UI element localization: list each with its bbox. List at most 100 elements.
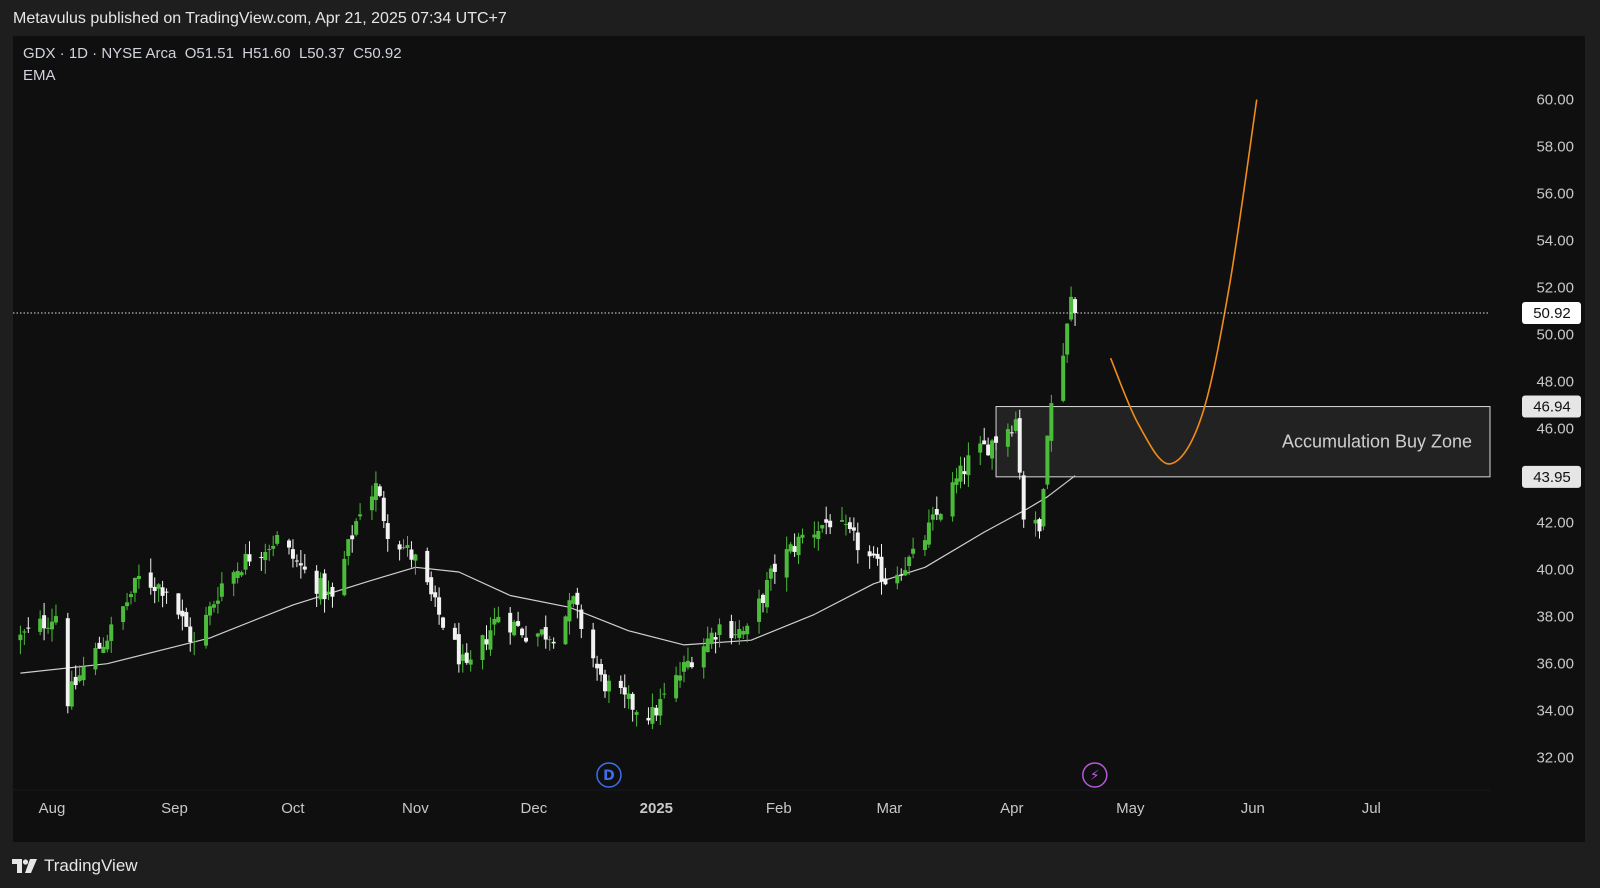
candle[interactable] xyxy=(287,538,291,555)
candle[interactable] xyxy=(243,543,248,575)
candle[interactable] xyxy=(966,442,971,488)
candle[interactable] xyxy=(204,606,209,649)
earnings-marker[interactable]: ⚡ xyxy=(1082,762,1108,788)
candle[interactable] xyxy=(409,541,414,568)
candle[interactable] xyxy=(784,536,789,592)
candle[interactable] xyxy=(263,543,268,574)
candle[interactable] xyxy=(539,629,544,637)
candle[interactable] xyxy=(903,557,908,577)
candle[interactable] xyxy=(745,623,750,643)
candle[interactable] xyxy=(990,438,995,470)
candle[interactable] xyxy=(46,617,51,634)
candle[interactable] xyxy=(812,521,817,548)
candle[interactable] xyxy=(121,605,126,630)
candle[interactable] xyxy=(978,436,983,466)
candle[interactable] xyxy=(484,625,489,651)
candle[interactable] xyxy=(105,634,110,653)
candle[interactable] xyxy=(38,610,43,636)
candle[interactable] xyxy=(986,437,991,456)
candle[interactable] xyxy=(231,570,236,597)
candle[interactable] xyxy=(239,570,244,578)
candle[interactable] xyxy=(962,457,967,485)
candle[interactable] xyxy=(741,626,746,639)
candle[interactable] xyxy=(654,704,659,721)
candle[interactable] xyxy=(488,617,493,656)
dividend-marker[interactable]: D xyxy=(596,762,622,788)
indicator-legend-ema[interactable]: EMA xyxy=(23,67,56,84)
candle[interactable] xyxy=(685,647,690,670)
candle[interactable] xyxy=(109,616,114,653)
y-axis[interactable]: 32.0034.0036.0038.0040.0042.0044.0046.00… xyxy=(1522,92,1581,767)
candle[interactable] xyxy=(235,562,240,584)
candle[interactable] xyxy=(26,617,31,634)
event-markers[interactable]: D ⚡ xyxy=(596,762,1108,788)
candle[interactable] xyxy=(567,592,572,635)
candle[interactable] xyxy=(994,434,999,451)
candle[interactable] xyxy=(954,467,959,494)
candle[interactable] xyxy=(452,623,457,640)
candle[interactable] xyxy=(622,674,627,709)
candle[interactable] xyxy=(330,582,335,608)
candle[interactable] xyxy=(152,577,157,604)
candle[interactable] xyxy=(50,608,54,642)
candle[interactable] xyxy=(571,595,576,608)
candle[interactable] xyxy=(342,550,347,597)
candle[interactable] xyxy=(188,617,193,652)
candle[interactable] xyxy=(69,670,74,710)
candle[interactable] xyxy=(938,512,943,522)
candle[interactable] xyxy=(792,533,797,557)
candle[interactable] xyxy=(650,693,655,730)
candle[interactable] xyxy=(879,543,884,595)
candle[interactable] xyxy=(911,537,916,559)
candle[interactable] xyxy=(508,607,513,645)
candle[interactable] xyxy=(840,507,844,522)
candle[interactable] xyxy=(215,586,220,614)
candle[interactable] xyxy=(800,528,805,544)
candle[interactable] xyxy=(575,587,580,619)
candle[interactable] xyxy=(958,456,963,489)
candle[interactable] xyxy=(1037,517,1042,539)
candle[interactable] xyxy=(275,531,280,546)
candle[interactable] xyxy=(772,554,777,584)
candle[interactable] xyxy=(1065,323,1070,363)
candle[interactable] xyxy=(468,650,473,672)
candle[interactable] xyxy=(441,616,446,631)
candle[interactable] xyxy=(516,611,521,627)
candle[interactable] xyxy=(855,522,860,564)
candle[interactable] xyxy=(737,620,742,645)
candle[interactable] xyxy=(646,707,651,725)
candle[interactable] xyxy=(429,571,434,601)
candle[interactable] xyxy=(1013,411,1018,434)
candle[interactable] xyxy=(492,607,497,636)
candle[interactable] xyxy=(77,665,82,683)
candle[interactable] xyxy=(595,655,600,681)
candle[interactable] xyxy=(883,567,888,586)
candle[interactable] xyxy=(129,591,133,605)
candle[interactable] xyxy=(689,656,694,669)
candle[interactable] xyxy=(354,518,359,537)
candle[interactable] xyxy=(563,615,568,645)
candle[interactable] xyxy=(433,585,438,608)
candle[interactable] xyxy=(318,572,323,605)
candle[interactable] xyxy=(950,472,955,522)
candle[interactable] xyxy=(674,666,679,702)
candle[interactable] xyxy=(314,565,319,608)
candle[interactable] xyxy=(733,621,738,640)
candle[interactable] xyxy=(369,485,374,521)
candle[interactable] xyxy=(480,634,485,670)
candle[interactable] xyxy=(543,615,548,649)
candle[interactable] xyxy=(926,509,931,548)
candle[interactable] xyxy=(682,655,686,683)
candle[interactable] xyxy=(867,545,872,569)
candle[interactable] xyxy=(358,503,363,521)
candle[interactable] xyxy=(1033,511,1038,537)
candle[interactable] xyxy=(211,600,216,613)
candle[interactable] xyxy=(934,496,939,521)
candle[interactable] xyxy=(1069,286,1074,322)
candle[interactable] xyxy=(65,612,70,714)
candle[interactable] xyxy=(757,589,762,634)
candle[interactable] xyxy=(618,675,623,695)
candle[interactable] xyxy=(599,658,604,682)
candle[interactable] xyxy=(184,607,189,627)
candle[interactable] xyxy=(132,577,137,602)
